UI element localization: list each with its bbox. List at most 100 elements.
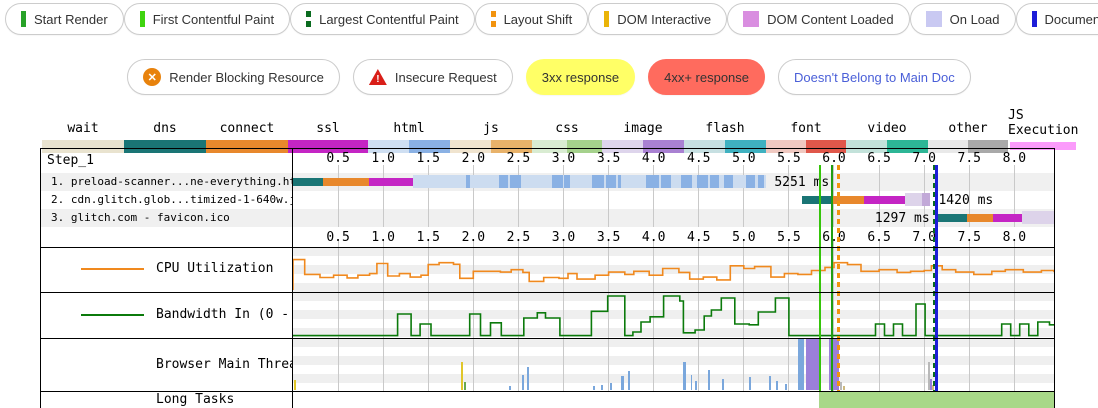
phase-js: js xyxy=(450,121,532,153)
step-cell: Step_1 xyxy=(41,149,292,173)
legend-pill-start-render: Start Render xyxy=(5,3,124,35)
request-label-cell[interactable]: 1. preload-scanner...ne-everything.html xyxy=(41,173,309,191)
phase-label: connect xyxy=(219,121,275,136)
download-chunk xyxy=(710,175,719,188)
phase-dns: dns xyxy=(124,121,206,153)
request-bar-connect[interactable] xyxy=(833,196,864,204)
axis-tick-label: 2.5 xyxy=(506,230,531,245)
gridline xyxy=(653,241,655,247)
phase-swatch xyxy=(450,140,532,153)
phase-label: flash xyxy=(705,121,745,136)
bandwidth-in-line xyxy=(293,295,1054,337)
request-bar-dns[interactable] xyxy=(937,214,968,222)
axis-tick-label: 4.5 xyxy=(686,230,711,245)
legend-pill-label: Layout Shift xyxy=(503,11,573,27)
marker-document-complete xyxy=(935,165,939,391)
legend-pill-dom-interactive: DOM Interactive xyxy=(588,3,728,35)
phase-wait: wait xyxy=(42,121,124,153)
request-bar-ssl[interactable] xyxy=(992,214,1023,222)
largest-contentful-paint-icon xyxy=(306,11,312,27)
request-bar-dns[interactable] xyxy=(802,196,834,204)
legend-pill-label: 3xx response xyxy=(541,69,620,85)
gridline xyxy=(427,165,429,173)
gridline xyxy=(653,338,655,391)
request-label-cell[interactable]: 3. glitch.com - favicon.ico xyxy=(41,209,292,227)
request-bar-connect[interactable] xyxy=(322,178,369,186)
gridline xyxy=(743,173,745,227)
step-label: Step_1 xyxy=(47,153,94,168)
on-load-icon xyxy=(925,11,942,27)
gridline xyxy=(337,338,339,391)
download-chunk xyxy=(723,175,733,188)
main-thread-activity xyxy=(593,385,596,390)
section-divider xyxy=(41,247,1054,248)
legend-pill-label: Document Complete xyxy=(1044,11,1098,27)
request-bar-dns[interactable] xyxy=(293,178,323,186)
main-thread-label: Browser Main Thread xyxy=(156,357,292,372)
gridline xyxy=(427,292,429,338)
phase-swatch xyxy=(1010,142,1077,150)
start-render-icon xyxy=(21,11,26,27)
phase-js-execution: JS Execution xyxy=(1008,108,1078,153)
gridline xyxy=(427,241,429,247)
main-thread-activity xyxy=(695,380,697,390)
phase-swatch xyxy=(288,140,368,153)
axis-tick-label: 4.0 xyxy=(641,230,666,245)
main-thread-activity xyxy=(601,384,604,390)
gridline xyxy=(562,247,564,292)
first-contentful-paint-icon xyxy=(139,11,145,27)
phase-flash: flash xyxy=(684,121,766,153)
axis-tick-label: 7.5 xyxy=(957,230,981,245)
legend-pill-doesn-t-belong-to-main-doc[interactable]: Doesn't Belong to Main Doc xyxy=(778,59,971,95)
main-thread-activity xyxy=(749,377,752,390)
legend-pill-first-contentful-paint: First Contentful Paint xyxy=(123,3,291,35)
legend-pill-insecure-request: ! Insecure Request xyxy=(352,59,513,95)
gridline xyxy=(562,338,564,391)
long-tasks-label-cell: Long Tasks xyxy=(41,391,292,408)
gridline xyxy=(968,292,970,338)
main-thread-activity xyxy=(806,339,820,390)
gridline xyxy=(608,292,610,338)
gridline xyxy=(472,165,474,173)
main-thread-activity xyxy=(785,383,788,390)
request-bar-content[interactable] xyxy=(1022,211,1054,224)
gridline xyxy=(337,165,339,173)
request-duration-label: 1420 ms xyxy=(938,193,994,208)
main-thread-activity xyxy=(828,339,840,390)
main-thread-activity xyxy=(464,382,467,390)
legend-pill-label: DOM Interactive xyxy=(617,11,712,27)
mt-chart-bg xyxy=(293,338,1054,391)
phase-image: image xyxy=(602,121,684,153)
gridline xyxy=(698,338,700,391)
gridline xyxy=(743,338,745,391)
gridline xyxy=(337,241,339,247)
main-thread-activity xyxy=(627,370,631,390)
axis-tick-label: 6.5 xyxy=(867,151,891,166)
download-chunk xyxy=(551,175,564,188)
main-thread-activity xyxy=(843,385,845,390)
request-label-cell[interactable]: 2. cdn.glitch.glob...timized-1-640w.jpg xyxy=(41,191,309,209)
gridline xyxy=(698,173,700,227)
axis-tick-label: 2.5 xyxy=(506,151,531,166)
axis-tick-label: 1.0 xyxy=(371,151,395,166)
bandwidth-line-sample xyxy=(81,314,144,316)
phase-html: html xyxy=(368,121,450,153)
request-bar-ssl[interactable] xyxy=(368,178,413,186)
gridline xyxy=(608,165,610,173)
phase-label: ssl xyxy=(316,121,340,136)
axis-tick-label: 7.5 xyxy=(957,151,981,166)
download-chunk xyxy=(745,175,755,188)
legend-pill-label: 4xx+ response xyxy=(664,69,750,85)
dom-interactive-icon xyxy=(604,11,610,27)
main-thread-activity xyxy=(293,379,296,390)
main-thread-activity xyxy=(776,380,779,390)
download-chunk xyxy=(617,175,622,188)
download-chunk xyxy=(605,175,616,188)
cpu-line-sample xyxy=(81,268,144,270)
gridline xyxy=(788,241,790,247)
waterfall-chart-area: 0.5 1.0 1.5 2.0 2.5 3.0 3.5 4.0 4.5 5.0 5.5 6.0 6.5 7… xyxy=(293,149,1054,408)
gridline xyxy=(968,173,970,227)
gridline xyxy=(743,292,745,338)
request-bar-connect[interactable] xyxy=(967,214,993,222)
request-bar-ssl[interactable] xyxy=(863,196,906,204)
